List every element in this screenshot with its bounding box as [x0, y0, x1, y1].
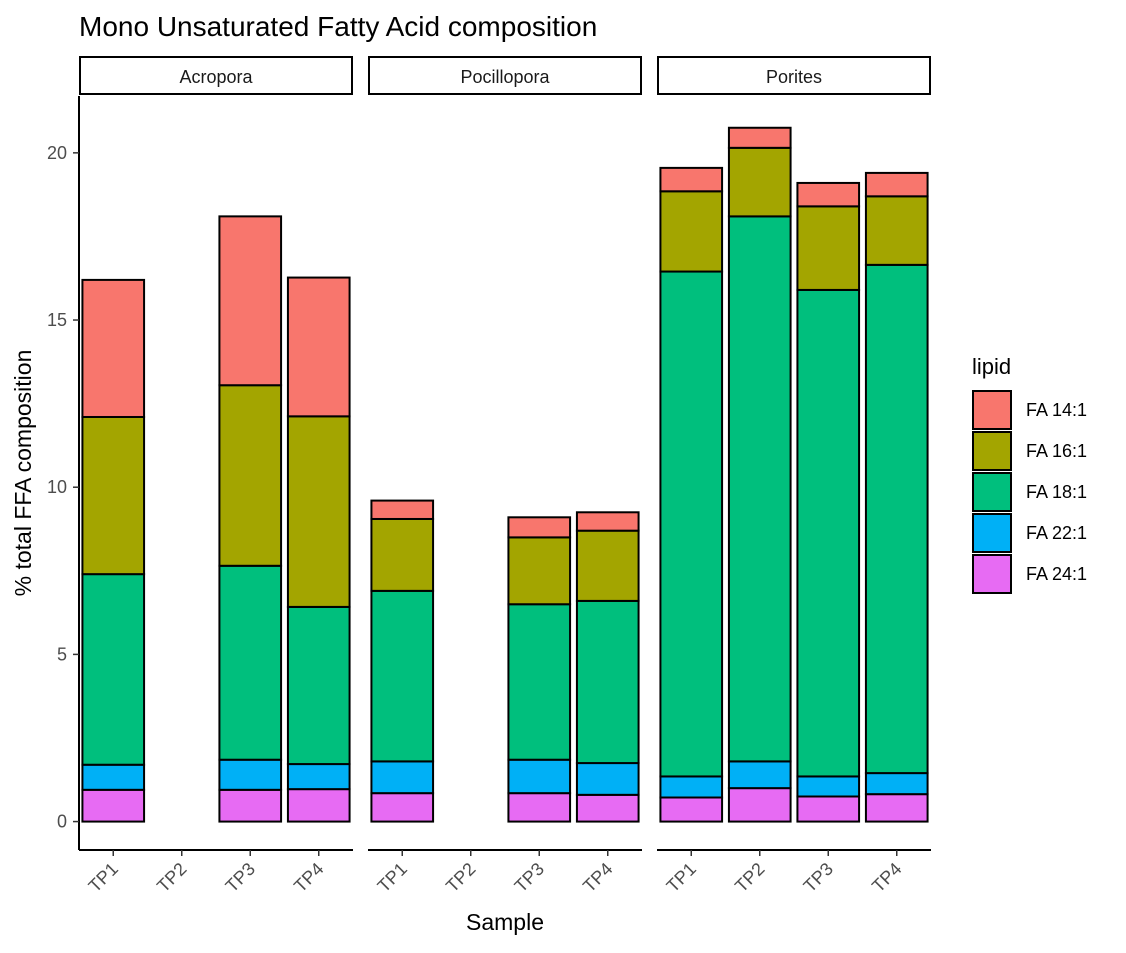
bar-segment-pocillopora-tp4-181 — [575, 599, 640, 765]
bar-segment-porites-tp4-241 — [864, 793, 929, 823]
x-tick-label-porites: TP1 — [663, 859, 700, 896]
bar-segment-porites-tp1-221 — [659, 775, 724, 799]
bar-segment-porites-tp4-161 — [864, 195, 929, 266]
bar-segment-pocillopora-tp3-241 — [507, 792, 572, 823]
y-tick-label: 5 — [57, 644, 67, 664]
y-tick-label: 20 — [47, 143, 67, 163]
bar-segment-acropora-tp3-181 — [218, 564, 283, 761]
bar-segment-pocillopora-tp4-241 — [575, 793, 640, 823]
bar-segment-porites-tp1-241 — [659, 796, 724, 823]
bar-segment-acropora-tp4-221 — [286, 763, 351, 791]
bar-segment-pocillopora-tp1-241 — [370, 792, 435, 823]
bar-segment-porites-tp3-241 — [796, 795, 861, 823]
x-tick-label-acropora: TP4 — [290, 859, 327, 896]
bar-segment-porites-tp4-181 — [864, 263, 929, 775]
legend-key-181 — [972, 472, 1012, 512]
bar-segment-porites-tp4-221 — [864, 772, 929, 796]
x-tick-label-porites: TP2 — [731, 859, 768, 896]
x-tick-label-pocillopora: TP4 — [579, 859, 616, 896]
x-tick-label-acropora: TP1 — [85, 859, 122, 896]
y-tick-label: 15 — [47, 310, 67, 330]
bar-segment-acropora-tp4-181 — [286, 605, 351, 766]
bar-segment-porites-tp1-161 — [659, 190, 724, 273]
bar-segment-acropora-tp4-161 — [286, 415, 351, 608]
x-tick-label-porites: TP4 — [868, 859, 905, 896]
legend-key-221 — [972, 513, 1012, 553]
bar-segment-acropora-tp1-181 — [81, 573, 146, 766]
bar-segment-acropora-tp3-241 — [218, 788, 283, 823]
legend-key-161 — [972, 431, 1012, 471]
bar-segment-acropora-tp3-141 — [218, 215, 283, 387]
bar-segment-pocillopora-tp3-181 — [507, 603, 572, 761]
bar-segment-acropora-tp1-141 — [81, 278, 146, 418]
plot-area: Acropora TP1 TP2 TP3 TP4 Pocillopora TP1 TP2 TP3… — [47, 56, 1087, 896]
bar-segment-pocillopora-tp1-181 — [370, 589, 435, 763]
bar-segment-porites-tp3-181 — [796, 288, 861, 778]
bar-segment-porites-tp2-221 — [727, 760, 792, 790]
legend-label-241: FA 24:1 — [1026, 564, 1087, 584]
bar-segment-acropora-tp3-221 — [218, 758, 283, 791]
bar-segment-porites-tp1-181 — [659, 270, 724, 778]
legend-key-141 — [972, 390, 1012, 430]
legend-key-241 — [972, 554, 1012, 594]
y-tick-label: 0 — [57, 812, 67, 832]
bar-segment-porites-tp2-241 — [727, 787, 792, 823]
y-tick-label: 10 — [47, 477, 67, 497]
facet-label-acropora: Acropora — [179, 67, 253, 87]
bar-segment-porites-tp3-221 — [796, 775, 861, 798]
bar-segment-porites-tp2-161 — [727, 146, 792, 218]
facet-strip-pocillopora — [368, 56, 642, 95]
facet-strip-porites — [657, 56, 931, 95]
bar-segment-acropora-tp4-141 — [286, 276, 351, 418]
x-tick-label-pocillopora: TP1 — [374, 859, 411, 896]
x-tick-label-pocillopora: TP3 — [511, 859, 548, 896]
bar-segment-pocillopora-tp4-221 — [575, 762, 640, 796]
bar-segment-acropora-tp1-161 — [81, 415, 146, 576]
bar-segment-pocillopora-tp4-161 — [575, 529, 640, 602]
legend-title: lipid — [972, 354, 1011, 379]
x-tick-label-acropora: TP2 — [153, 859, 190, 896]
bar-segment-pocillopora-tp3-161 — [507, 536, 572, 606]
bar-segment-porites-tp1-141 — [659, 166, 724, 193]
x-tick-label-pocillopora: TP2 — [442, 859, 479, 896]
bar-segment-pocillopora-tp3-141 — [507, 516, 572, 539]
x-tick-label-porites: TP3 — [800, 859, 837, 896]
bar-segment-pocillopora-tp1-161 — [370, 517, 435, 592]
bar-segment-porites-tp2-181 — [727, 215, 792, 763]
x-axis-title: Sample — [466, 909, 544, 935]
bar-segment-acropora-tp3-161 — [218, 384, 283, 567]
facet-strip-acropora — [79, 56, 353, 95]
bar-segment-acropora-tp1-241 — [81, 788, 146, 823]
bar-segment-acropora-tp1-221 — [81, 763, 146, 791]
bar-segment-porites-tp4-141 — [864, 171, 929, 198]
bar-segment-pocillopora-tp1-221 — [370, 760, 435, 795]
x-tick-label-acropora: TP3 — [222, 859, 259, 896]
bar-segment-porites-tp3-161 — [796, 205, 861, 291]
bar-segment-acropora-tp4-241 — [286, 788, 351, 823]
bar-segment-pocillopora-tp1-141 — [370, 499, 435, 520]
legend-label-161: FA 16:1 — [1026, 441, 1087, 461]
legend-label-221: FA 22:1 — [1026, 523, 1087, 543]
bar-segment-pocillopora-tp3-221 — [507, 758, 572, 795]
chart-title: Mono Unsaturated Fatty Acid composition — [79, 11, 597, 42]
facet-label-pocillopora: Pocillopora — [460, 67, 550, 87]
legend-label-141: FA 14:1 — [1026, 400, 1087, 420]
y-axis-title: % total FFA composition — [10, 350, 36, 597]
facet-label-porites: Porites — [766, 67, 822, 87]
legend-label-181: FA 18:1 — [1026, 482, 1087, 502]
bar-segment-porites-tp2-141 — [727, 126, 792, 149]
bar-segment-pocillopora-tp4-141 — [575, 511, 640, 532]
bar-segment-porites-tp3-141 — [796, 181, 861, 208]
